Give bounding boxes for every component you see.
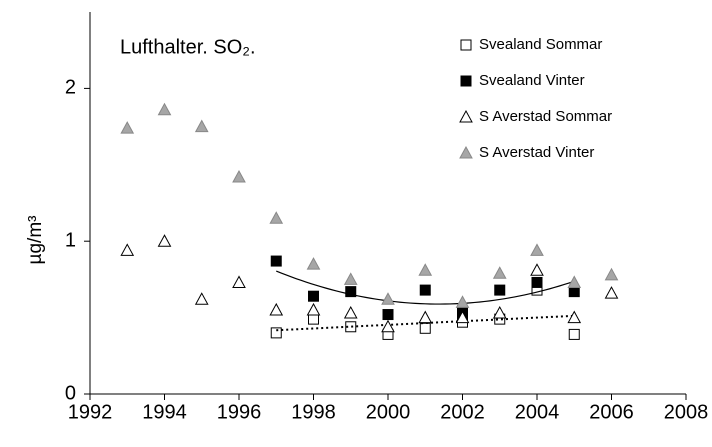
point [492,305,507,319]
point [531,276,543,288]
point [568,286,580,298]
point [194,292,209,305]
point [492,266,507,279]
legend-marker [459,145,473,159]
point [530,243,544,256]
point [308,290,319,302]
point [418,263,433,276]
point [455,295,470,308]
point [120,121,135,134]
x-tick-label: 2000 [366,401,411,423]
point [157,102,172,116]
y-axis-label: µg/m³ [25,216,46,265]
point [157,234,172,247]
point [343,272,358,285]
y-tick-label: 1 [65,229,76,251]
point [120,243,135,256]
point [530,263,544,276]
point [194,119,209,133]
y-tick-label: 0 [65,382,76,404]
x-tick-label: 2008 [664,401,709,423]
x-tick-label: 1998 [291,401,336,423]
x-tick-label: 1992 [68,401,113,423]
legend-marker [460,39,472,51]
point [567,275,582,288]
point [343,305,358,319]
legend-label: S Averstad Vinter [479,144,594,161]
x-tick-label: 1996 [217,401,262,423]
legend-marker [460,75,472,87]
point [345,286,357,298]
point [345,321,357,333]
point [382,309,394,321]
x-tick-label: 2004 [515,401,560,423]
point [418,310,433,324]
legend-label: Svealand Sommar [479,36,602,53]
point [604,267,619,281]
point [419,322,431,334]
point [232,169,246,183]
point [306,302,321,316]
point [306,257,321,270]
legend-label: Svealand Vinter [479,72,585,89]
chart-title: Lufthalter. SO₂. [120,36,256,58]
point [567,310,582,324]
point [568,328,580,340]
point [381,319,395,333]
point [270,327,282,339]
point [269,211,284,224]
point [381,292,395,305]
point [494,284,506,296]
point [419,284,431,296]
point [270,255,282,267]
trend-line [276,270,575,305]
legend-marker [459,109,473,123]
point [604,286,619,299]
x-tick-label: 2006 [589,401,634,423]
point [269,302,284,316]
point [455,310,470,324]
legend-label: S Averstad Sommar [479,108,612,125]
point [308,313,319,325]
x-tick-label: 1994 [142,401,187,423]
y-tick-label: 2 [65,77,76,99]
point [232,275,246,288]
x-tick-label: 2002 [440,401,485,423]
